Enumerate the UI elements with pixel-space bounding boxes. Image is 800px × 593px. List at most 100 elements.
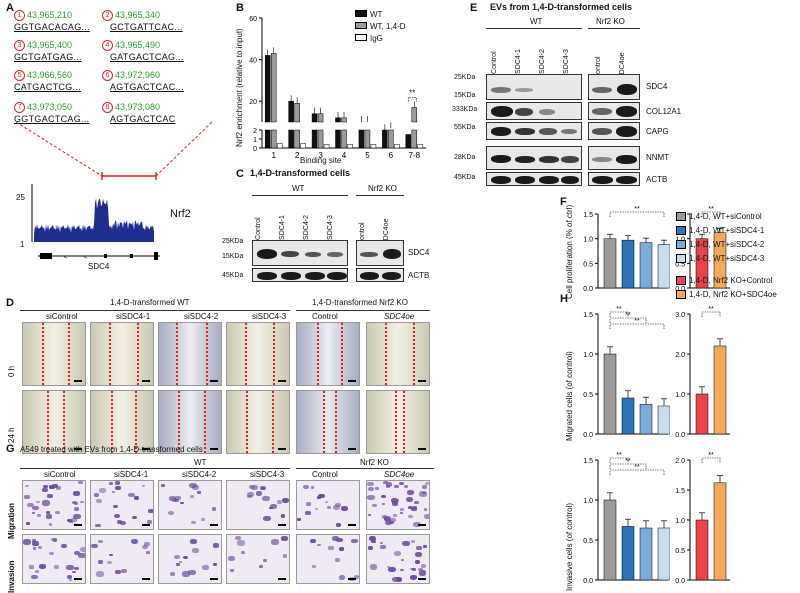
stained-cell [367, 494, 375, 501]
b-bar [294, 103, 300, 123]
stained-cell [55, 486, 61, 490]
scale-bar [418, 380, 426, 382]
blot-e-col12a1-wt [486, 102, 582, 120]
stained-cell [418, 567, 423, 572]
stained-cell [141, 544, 148, 549]
stained-cell [259, 486, 266, 491]
site-num-2: 2 [102, 10, 113, 22]
wound-image [366, 322, 430, 386]
sig-bracket [609, 311, 629, 317]
panel-d-col-5: Control [312, 312, 338, 321]
site-pos-6: 43,972,960 [115, 70, 161, 80]
chip-seq-track [31, 184, 154, 242]
panel-f-ylabel: Cell proliferation (% of ctrl) [565, 204, 574, 299]
b-bar [288, 100, 294, 123]
panel-g-row-1: Migration [7, 503, 16, 539]
stained-cell [25, 522, 30, 526]
stained-cell [148, 508, 153, 513]
stained-cell [32, 547, 37, 550]
stained-cell [66, 574, 73, 579]
track-min-label: 1 [20, 240, 25, 249]
bar [713, 345, 727, 435]
stained-cell [131, 539, 139, 545]
wound-edge-line [175, 323, 178, 385]
stained-cell [43, 484, 49, 488]
b-xtick-label: 7-8 [409, 151, 421, 160]
panel-h-ylabel-invasion: Invasive cells (of control) [565, 502, 574, 591]
wound-image [158, 390, 222, 454]
stained-cell [144, 542, 150, 546]
stained-cell [112, 504, 119, 509]
bar [695, 393, 709, 435]
b-xtick-label: 1 [271, 151, 276, 160]
stained-cell [370, 539, 377, 544]
blot-e-sdc4-ko [588, 74, 640, 100]
panel-h-ylabel-migration: Migrated cells (of control) [565, 351, 574, 441]
bar [639, 527, 653, 581]
scale-bar [278, 448, 286, 450]
stained-cell [327, 506, 332, 509]
ytick-label: 0.0 [583, 286, 593, 293]
stained-cell [46, 514, 53, 519]
stained-cell [367, 486, 375, 492]
stained-cell [302, 484, 309, 490]
stained-cell [318, 494, 325, 499]
stained-cell [338, 575, 346, 580]
stained-cell [422, 545, 427, 549]
sig-label: ** [708, 306, 714, 313]
panel-letter-c: C [236, 168, 244, 180]
scale-bar [348, 524, 356, 526]
panel-c-protein-actb: ACTB [408, 271, 430, 280]
ytick-label: 0.5 [583, 392, 593, 399]
bar [621, 397, 635, 435]
stained-cell [67, 518, 72, 522]
stained-cell [394, 485, 399, 489]
site-pos-1: 43,965,210 [27, 10, 73, 20]
stained-cell [391, 497, 399, 503]
panel-letter-d: D [6, 297, 14, 309]
b-bar [405, 134, 412, 149]
wound-edge-line [335, 391, 338, 453]
stained-cell [418, 570, 426, 576]
b-bar [311, 113, 318, 123]
ytick-label: 0.0 [675, 432, 685, 439]
bar [695, 519, 709, 581]
blot-e-sdc4-wt [486, 74, 582, 100]
stained-cell [335, 557, 341, 562]
stained-cell [114, 570, 121, 575]
sig-bracket [701, 457, 721, 463]
wound-edge-line [384, 323, 387, 385]
wound-edge-line [137, 323, 140, 385]
blot-e-col12a1-ko [588, 102, 640, 120]
scale-bar [74, 380, 82, 382]
stained-cell [325, 501, 329, 504]
stained-cell [24, 495, 31, 500]
site-seq-3: GCTGATGAG... [14, 52, 82, 62]
site-seq-4: GATGACTCAG... [110, 52, 184, 62]
panel-e-mw-333: 333KDa [452, 106, 478, 113]
stained-cell [201, 518, 205, 521]
stained-cell [35, 570, 39, 573]
panel-h-chart-invasion-right: 0.0 0.5 1.0 1.5 2.0 ** [675, 452, 730, 585]
panel-g-wt: WT [194, 458, 207, 467]
stained-cell [48, 551, 54, 556]
stained-cell [78, 552, 85, 558]
stained-cell [115, 486, 122, 491]
ytick-label: 0.5 [675, 548, 685, 555]
site-pos-5: 43,966,560 [27, 70, 73, 80]
wound-edge-line [413, 323, 416, 385]
stained-cell [54, 510, 60, 515]
stained-cell [182, 555, 189, 560]
stained-cell [190, 539, 197, 544]
b-bar [317, 129, 324, 149]
bar [639, 242, 653, 289]
panel-e-mw-25: 25KDa [454, 74, 476, 81]
stained-cell [372, 503, 378, 508]
stained-cell [410, 506, 417, 511]
stained-cell [336, 537, 343, 543]
site-seq-6: AGTGACTCAC... [110, 82, 184, 92]
stained-cell [314, 508, 319, 511]
stained-cell [32, 539, 36, 542]
stained-cell [133, 495, 140, 500]
panel-d-col-3: siSDC4-2 [184, 312, 219, 321]
